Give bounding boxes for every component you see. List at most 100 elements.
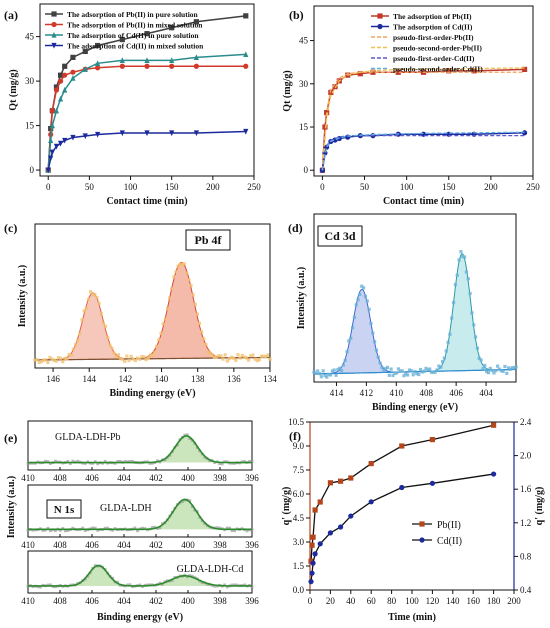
raw-point xyxy=(206,350,210,354)
legend-label: pseudo-second-order-Pb(II) xyxy=(393,44,482,53)
raw-point xyxy=(354,303,358,307)
plot-frame xyxy=(313,213,517,383)
raw-point xyxy=(215,526,219,529)
legend-label: The adsorption of Cd(II) in pure solutio… xyxy=(67,31,199,40)
raw-point xyxy=(330,369,334,373)
series-1 xyxy=(45,63,249,173)
raw-point xyxy=(101,321,105,325)
y-axis-label: Intensity (a.u.) xyxy=(6,476,17,539)
raw-point xyxy=(385,365,390,370)
x-tick-label: 396 xyxy=(245,596,259,606)
raw-point xyxy=(146,356,150,360)
data-point xyxy=(62,86,68,93)
x-tick-label: 410 xyxy=(21,540,35,550)
raw-point xyxy=(483,363,487,368)
raw-point xyxy=(512,366,516,370)
raw-point xyxy=(382,369,386,373)
x-tick-label: 100 xyxy=(405,596,419,606)
legend-label: The adsorption of Cd(II) in mixed soluti… xyxy=(67,42,204,51)
raw-point xyxy=(71,459,75,463)
raw-point xyxy=(138,357,142,361)
y-tick-label: 10.5 xyxy=(288,417,304,427)
x-tick-label: 120 xyxy=(426,596,440,606)
raw-point xyxy=(205,582,209,586)
x-tick-label: 150 xyxy=(442,182,456,192)
raw-point xyxy=(232,356,236,360)
raw-point xyxy=(157,338,161,342)
raw-point xyxy=(61,360,65,364)
raw-point xyxy=(58,528,62,532)
raw-point xyxy=(387,373,391,377)
raw-point xyxy=(336,367,340,372)
raw-point xyxy=(187,278,191,282)
raw-point xyxy=(176,264,180,268)
raw-point xyxy=(363,294,368,299)
raw-point xyxy=(170,578,174,582)
y-tick-label: 0 xyxy=(30,165,35,175)
raw-point xyxy=(170,287,174,291)
raw-point xyxy=(180,262,185,266)
raw-point xyxy=(352,315,356,320)
raw-point xyxy=(358,292,362,297)
data-point xyxy=(57,72,64,78)
raw-point xyxy=(116,580,119,584)
data-point xyxy=(82,133,88,140)
raw-point xyxy=(406,373,410,377)
raw-point xyxy=(83,462,87,465)
raw-point xyxy=(123,460,127,463)
raw-point xyxy=(244,356,249,360)
raw-point xyxy=(464,270,469,274)
raw-point xyxy=(396,367,401,371)
y-tick-label: 1.5 xyxy=(293,561,305,571)
data-point xyxy=(70,75,76,81)
raw-point xyxy=(46,583,50,587)
raw-point xyxy=(183,433,187,437)
raw-point xyxy=(49,462,52,465)
raw-point xyxy=(420,370,424,374)
raw-point xyxy=(505,371,509,375)
data-point xyxy=(49,108,55,114)
series-3 xyxy=(45,128,249,174)
raw-point xyxy=(129,354,133,359)
raw-point xyxy=(106,526,110,530)
data-point xyxy=(53,143,60,150)
series-line xyxy=(321,131,525,171)
raw-point xyxy=(229,355,234,359)
y-tick-label: 30 xyxy=(25,76,35,86)
raw-point xyxy=(128,583,132,587)
x-tick-label: 400 xyxy=(181,596,195,606)
y-tick-label: 2.4 xyxy=(520,417,532,427)
raw-point xyxy=(114,355,118,359)
raw-point xyxy=(133,358,138,363)
raw-data xyxy=(312,250,518,379)
raw-point xyxy=(153,525,157,529)
legend-label: The adsorption of Pb(II) in mixed soluti… xyxy=(67,21,203,30)
x-tick-label: 140 xyxy=(446,596,460,606)
raw-point xyxy=(250,585,254,589)
data-point xyxy=(348,475,354,481)
raw-point xyxy=(151,461,154,465)
panel-label: (a) xyxy=(4,8,18,22)
raw-point xyxy=(84,306,88,310)
data-point xyxy=(82,66,88,72)
data-point xyxy=(62,72,68,78)
raw-point xyxy=(37,360,41,365)
chart-f: 0 20 40 60 80 100 120 140 160 180 200 Time (min) 0.0… xyxy=(281,417,545,623)
raw-point xyxy=(462,255,467,259)
x-tick-label: 404 xyxy=(117,540,131,550)
x-tick-label: 200 xyxy=(206,182,220,192)
raw-point xyxy=(135,356,140,360)
raw-point xyxy=(136,529,139,533)
raw-point xyxy=(234,358,238,363)
x-tick-label: 0 xyxy=(320,182,325,192)
raw-point xyxy=(494,369,498,373)
raw-point xyxy=(253,357,257,361)
raw-point xyxy=(61,527,65,530)
raw-point xyxy=(158,526,162,530)
raw-point xyxy=(50,357,54,361)
x-axis-label: Contact time (min) xyxy=(106,196,187,207)
raw-point xyxy=(338,366,342,370)
raw-point xyxy=(182,262,187,266)
raw-data xyxy=(33,262,272,365)
